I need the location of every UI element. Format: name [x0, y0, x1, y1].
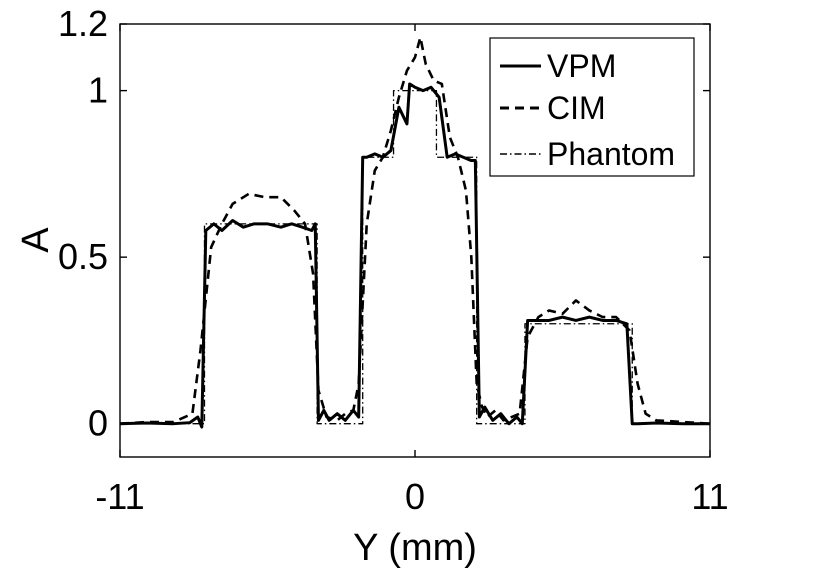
series-line-cim	[119, 36, 711, 425]
y-tick-label: 1.2	[58, 3, 108, 44]
y-tick-label: 0.5	[58, 236, 108, 277]
series-line-phantom	[120, 89, 710, 425]
tick-layer: -11 0 11 0 0.5 1 1.2	[58, 3, 729, 517]
series-layer	[119, 36, 711, 429]
x-tick-label: 0	[405, 476, 425, 517]
series-line-vpm	[119, 82, 710, 429]
y-tick-label: 1	[88, 70, 108, 111]
legend-label-cim: CIM	[547, 90, 606, 126]
x-axis-title: Y (mm)	[353, 527, 477, 569]
x-tick-label: -11	[95, 476, 144, 517]
legend-label-vpm: VPM	[547, 48, 616, 84]
legend-label-phantom: Phantom	[547, 136, 675, 172]
x-tick-label: 11	[691, 476, 728, 517]
y-tick-label: 0	[88, 403, 108, 444]
y-axis-title: A	[15, 227, 57, 253]
legend: VPM CIM Phantom	[489, 37, 695, 177]
